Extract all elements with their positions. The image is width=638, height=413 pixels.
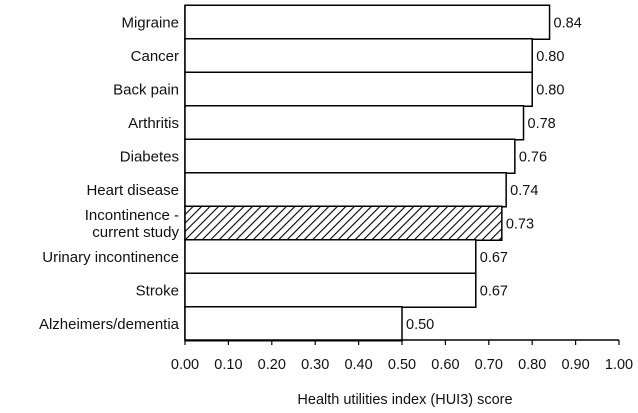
x-tick-label: 0.90: [561, 357, 589, 373]
x-tick-label: 0.00: [171, 357, 199, 373]
value-label: 0.78: [528, 116, 556, 132]
value-label: 0.76: [519, 149, 547, 165]
value-label: 0.74: [510, 183, 538, 199]
category-label: current study: [92, 224, 179, 241]
x-tick-label: 0.50: [388, 357, 416, 373]
x-tick-label: 0.80: [518, 357, 546, 373]
x-tick-label: 0.60: [431, 357, 459, 373]
x-tick-label: 0.40: [344, 357, 372, 373]
x-tick-label: 0.70: [475, 357, 503, 373]
x-tick-label: 0.20: [258, 357, 286, 373]
bar-highlighted: [184, 205, 503, 241]
bar: [184, 172, 507, 208]
value-label: 0.73: [506, 216, 534, 232]
bar: [184, 38, 533, 74]
bar: [184, 4, 551, 40]
bar: [184, 272, 477, 308]
value-label: 0.80: [536, 49, 564, 65]
x-tick-label: 1.00: [605, 357, 633, 373]
category-label: Cancer: [131, 48, 179, 65]
category-label: Urinary incontinence: [42, 249, 179, 266]
value-label: 0.67: [480, 283, 508, 299]
value-label: 0.80: [536, 82, 564, 98]
category-label: Arthritis: [128, 115, 179, 132]
category-label: Heart disease: [86, 182, 179, 199]
bar: [184, 138, 516, 174]
bar: [184, 239, 477, 275]
bar: [184, 105, 525, 141]
value-label: 0.84: [554, 15, 582, 31]
x-tick-label: 0.10: [214, 357, 242, 373]
bar: [184, 71, 533, 107]
category-label: Migraine: [121, 14, 179, 31]
bar: [184, 306, 403, 342]
category-label: Incontinence -: [85, 207, 179, 224]
category-label: Diabetes: [120, 148, 179, 165]
plot-area: 0.84 Migraine 0.80 Cancer 0.80 Back pain 0.78 A…: [39, 4, 633, 373]
x-tick-label: 0.30: [301, 357, 329, 373]
category-label: Back pain: [113, 81, 179, 98]
x-axis-title: Health utilities index (HUI3) score: [297, 392, 512, 408]
value-label: 0.50: [406, 317, 434, 333]
value-label: 0.67: [480, 250, 508, 266]
category-label: Alzheimers/dementia: [39, 316, 180, 333]
category-label: Stroke: [136, 282, 179, 299]
